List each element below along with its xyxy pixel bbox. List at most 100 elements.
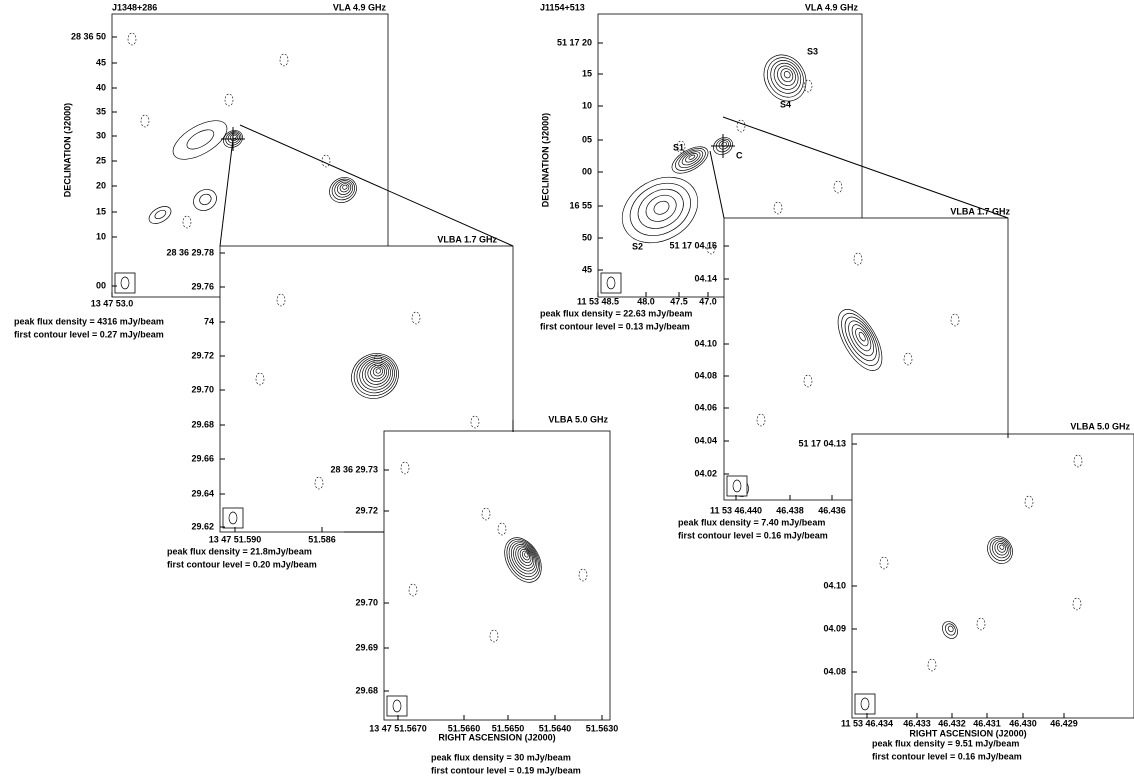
caption: peak flux density = 22.63 mJy/beam: [540, 308, 692, 318]
y-tick-label: 00: [96, 280, 106, 290]
contour: [342, 184, 348, 190]
noise-contour: [255, 372, 265, 386]
contour: [653, 200, 670, 215]
contour: [223, 130, 243, 148]
noise-contour: [408, 583, 418, 597]
contour: [148, 206, 172, 224]
y-tick-label: 50: [582, 232, 592, 242]
noise-contour: [1072, 597, 1082, 611]
noise-contour: [773, 201, 783, 215]
caption: first contour level = 0.20 mJy/beam: [167, 559, 317, 569]
noise-contour: [756, 413, 766, 427]
contour: [336, 181, 352, 195]
panel-title: VLBA 5.0 GHz: [548, 414, 608, 424]
contour: [524, 552, 529, 558]
contour: [773, 62, 799, 90]
contour: [837, 309, 883, 371]
x-tick-label: 11 53 48.5: [577, 296, 619, 306]
contour: [715, 138, 731, 153]
contour: [227, 132, 240, 144]
contour: [353, 354, 397, 397]
contour: [681, 151, 701, 166]
noise-contour: [127, 32, 137, 46]
caption: first contour level = 0.16 mJy/beam: [872, 751, 1022, 761]
contour: [225, 131, 242, 146]
contour: [783, 70, 791, 79]
component-label: S4: [780, 99, 791, 109]
contour: [521, 550, 530, 561]
contour: [331, 178, 355, 201]
y-tick-label: 10: [96, 231, 106, 241]
y-tick-label: 04.10: [694, 338, 717, 348]
noise-contour: [140, 114, 150, 128]
x-tick-label: 13 47 53.0: [91, 298, 134, 308]
connector: [239, 124, 514, 247]
contour: [777, 65, 796, 86]
contour: [989, 537, 1012, 562]
y-tick-label: 35: [96, 106, 106, 116]
contour: [329, 177, 357, 203]
contour: [199, 193, 212, 206]
contour: [637, 188, 684, 229]
noise-contour: [411, 311, 421, 325]
noise-contour: [578, 568, 588, 582]
x-tick-label: 46.431: [973, 718, 1001, 728]
contour: [621, 176, 699, 244]
beam: [392, 699, 402, 713]
contour: [359, 358, 393, 391]
y-tick-label: 15: [96, 206, 106, 216]
panel-title: VLBA 1.7 GHz: [437, 234, 497, 244]
noise-contour: [373, 354, 383, 368]
contour: [506, 539, 541, 580]
noise-contour: [224, 93, 234, 107]
x-axis-label: RIGHT ASCENSION (J2000): [438, 732, 555, 742]
beam-box: [600, 272, 622, 294]
noise-contour: [314, 476, 324, 490]
connector: [722, 116, 1009, 219]
x-tick-label: 11 53 46.440: [710, 505, 762, 515]
x-tick-label: 46.438: [776, 505, 804, 515]
panel-title: VLBA 1.7 GHz: [950, 206, 1010, 216]
noise-contour: [879, 556, 889, 570]
y-tick-label: 16 55: [569, 200, 592, 210]
contour: [996, 542, 1007, 553]
noise-contour: [803, 79, 813, 93]
contour: [999, 544, 1005, 550]
contour: [994, 541, 1008, 556]
y-tick-label: 15: [582, 68, 592, 78]
contour: [334, 180, 354, 198]
noise-contour: [1073, 454, 1083, 468]
beam-box: [222, 507, 244, 529]
contour: [780, 68, 794, 83]
y-tick-label: 51 17 04.16: [669, 240, 717, 250]
contour: [186, 129, 215, 150]
beam: [120, 276, 130, 290]
contour: [372, 366, 384, 377]
contour: [851, 324, 872, 352]
y-tick-label: 04.08: [823, 666, 846, 676]
contour: [339, 183, 350, 193]
y-tick-label: 04.02: [694, 468, 717, 478]
map-panel: VLBA 1.7 GHz 28 36 29.78 29.76 74 29.72 29.70…: [166, 234, 514, 569]
noise-contour: [489, 629, 499, 643]
caption: first contour level = 0.16 mJy/beam: [678, 530, 828, 540]
noise-contour: [1024, 495, 1034, 509]
y-tick-label: 29.68: [355, 685, 378, 695]
y-axis-label: DECLINATION (J2000): [62, 103, 72, 197]
x-tick-label: 13 47 51.590: [209, 534, 262, 544]
beam: [860, 697, 870, 711]
panel-title: VLA 4.9 GHz: [805, 2, 859, 12]
contour: [685, 153, 698, 163]
contour: [517, 547, 533, 566]
y-tick-label: 28 36 29.78: [166, 247, 214, 257]
contour: [992, 539, 1010, 559]
caption: first contour level = 0.19 mJy/beam: [431, 765, 581, 775]
contour: [172, 120, 228, 160]
contour: [508, 540, 539, 578]
source-name: J1154+513: [540, 2, 585, 12]
x-tick-label: 46.429: [1050, 718, 1078, 728]
x-tick-label: 51.5640: [539, 723, 572, 733]
beam: [606, 276, 616, 290]
noise-contour: [853, 252, 863, 266]
